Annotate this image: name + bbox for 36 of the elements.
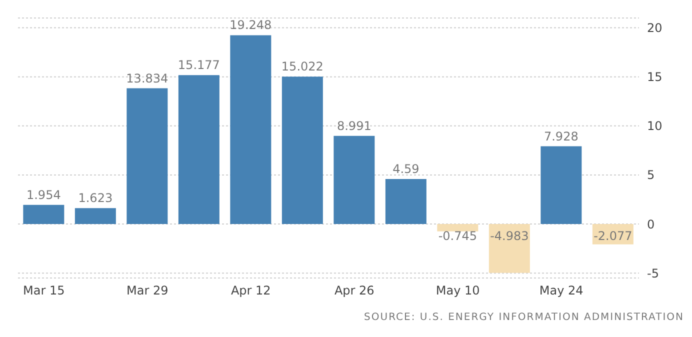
source-note: SOURCE: U.S. ENERGY INFORMATION ADMINISTRATION	[363, 312, 684, 323]
data-label: 7.928	[544, 129, 578, 144]
y-tick-label: 5	[647, 168, 655, 182]
y-tick-label: -5	[647, 266, 659, 280]
data-label: -0.745	[438, 229, 478, 244]
bar	[488, 224, 530, 273]
data-label: 13.834	[126, 71, 168, 86]
data-label: 15.022	[281, 60, 324, 74]
data-label: 19.248	[230, 18, 272, 32]
data-label: 8.991	[336, 118, 372, 133]
data-label: 1.623	[78, 191, 113, 206]
x-tick-label: Apr 12	[230, 284, 271, 298]
y-tick-label: 20	[647, 21, 662, 36]
x-tick-label: May 10	[436, 284, 480, 298]
x-tick-label: Mar 29	[126, 284, 168, 298]
y-tick-label: 10	[647, 119, 662, 134]
x-tick-label: Mar 15	[23, 284, 65, 298]
data-label: 15.177	[178, 58, 220, 72]
data-label: -2.077	[594, 229, 632, 244]
data-label: 4.59	[392, 162, 420, 176]
y-tick-label: 0	[647, 217, 655, 232]
bar	[385, 179, 426, 224]
bar	[178, 75, 220, 224]
data-label: 1.954	[26, 188, 61, 202]
bar	[437, 224, 478, 232]
bar	[282, 76, 323, 224]
x-tick-label: May 24	[539, 284, 584, 298]
bar	[540, 146, 582, 224]
data-label: -4.983	[490, 229, 529, 244]
x-tick-label: Apr 26	[334, 284, 374, 298]
bar	[23, 204, 64, 224]
bar	[334, 136, 375, 224]
bar	[230, 35, 272, 224]
bar	[74, 208, 116, 224]
bar	[126, 88, 168, 224]
y-tick-label: 15	[647, 70, 662, 84]
